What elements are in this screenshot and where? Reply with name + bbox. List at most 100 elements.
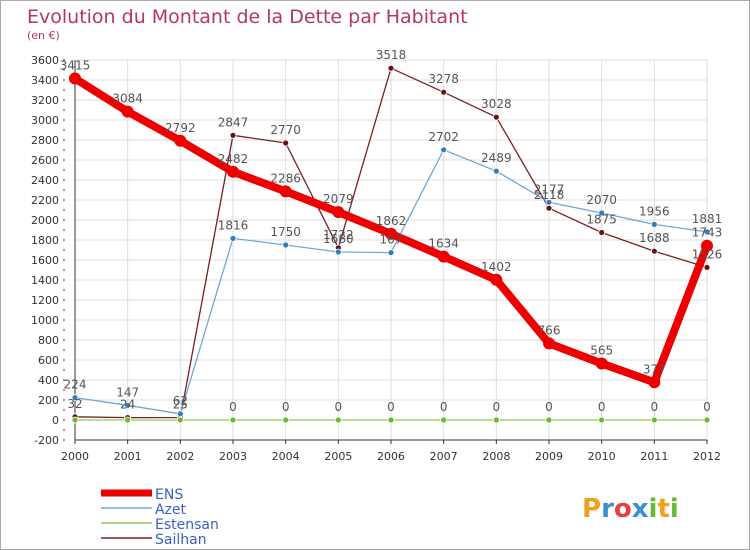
chart-title: Evolution du Montant de la Dette par Hab…	[27, 6, 468, 28]
data-label-sailhan: 3518	[376, 48, 407, 62]
point-sailhan	[229, 131, 237, 139]
point-estensan	[650, 416, 658, 424]
data-label-ens: 1862	[376, 214, 407, 228]
series-azet	[71, 146, 711, 418]
point-ens	[385, 227, 397, 240]
point-sailhan	[282, 139, 290, 147]
y-tick-label: 3600	[31, 54, 59, 67]
data-label-azet: 167	[380, 233, 403, 247]
data-label-azet: 1956	[639, 204, 670, 218]
point-ens	[279, 185, 292, 198]
point-ens	[69, 72, 81, 85]
point-ens	[543, 337, 555, 350]
series-layer	[69, 64, 713, 424]
point-ens	[490, 273, 503, 286]
point-ens	[227, 165, 239, 178]
legend-item-azet: Azet	[101, 502, 187, 518]
logo-letter: i	[670, 494, 679, 524]
logo-letter: P	[582, 494, 601, 524]
data-label-sailhan: 1526	[692, 247, 723, 261]
point-azet	[703, 228, 711, 236]
legend-item-sailhan: Sailhan	[101, 532, 207, 548]
point-estensan	[598, 416, 606, 424]
data-label-sailhan: 2847	[218, 115, 249, 129]
point-estensan	[229, 416, 237, 424]
data-label-ens: 766	[538, 323, 561, 337]
data-label-ens: 2079	[323, 192, 354, 206]
logo-letter: i	[649, 494, 658, 524]
point-azet	[598, 209, 606, 217]
x-tick-label: 2007	[430, 450, 458, 463]
data-label-azet: 1680	[323, 232, 354, 246]
y-tick-label: 0	[52, 414, 59, 427]
y-tick-label: 1400	[31, 274, 59, 287]
point-azet	[440, 146, 448, 154]
y-tick-label: -200	[34, 434, 59, 447]
logo-letter: t	[657, 494, 669, 524]
data-label-sailhan: 2770	[270, 123, 301, 137]
point-ens	[595, 357, 608, 370]
point-azet	[124, 401, 132, 409]
y-tick-label: 800	[38, 334, 59, 347]
logo-text: Proxiti	[582, 494, 679, 524]
data-label-sailhan: 3028	[481, 97, 512, 111]
point-ens	[437, 250, 450, 263]
data-label-sailhan: 1722	[323, 228, 354, 242]
data-label-estensan: 0	[387, 400, 395, 414]
point-estensan	[334, 416, 342, 424]
point-azet	[176, 410, 184, 418]
y-tick-label: 3000	[31, 114, 59, 127]
point-estensan	[71, 416, 79, 424]
y-tick-label: 400	[38, 374, 59, 387]
point-estensan	[282, 416, 290, 424]
point-ens	[701, 239, 713, 252]
legend-label: Estensan	[155, 517, 219, 533]
x-tick-label: 2010	[588, 450, 616, 463]
data-label-sailhan: 1875	[586, 213, 617, 227]
x-tick-label: 2011	[640, 450, 668, 463]
point-azet	[229, 234, 237, 242]
x-tick-label: 2003	[219, 450, 247, 463]
data-label-sailhan: 1688	[639, 231, 670, 245]
data-label-estensan: 0	[545, 400, 553, 414]
point-azet	[545, 198, 553, 206]
point-azet	[650, 220, 658, 228]
data-label-ens: 1402	[481, 260, 512, 274]
data-label-estensan: 0	[493, 400, 501, 414]
point-sailhan	[545, 204, 553, 212]
x-tick-label: 2005	[324, 450, 352, 463]
y-tick-label: 3200	[31, 94, 59, 107]
data-label-sailhan: 25	[173, 398, 188, 412]
point-azet	[492, 167, 500, 175]
data-label-azet: 2489	[481, 151, 512, 165]
point-ens	[174, 134, 187, 147]
data-label-ens: 2482	[218, 152, 249, 166]
data-label-azet: 1816	[218, 218, 249, 232]
y-tick-label: 1800	[31, 234, 59, 247]
y-tick-label: 2400	[31, 174, 59, 187]
series-estensan	[71, 416, 711, 424]
point-estensan	[440, 416, 448, 424]
y-tick-label: 2200	[31, 194, 59, 207]
legend-item-ens: ENS	[101, 487, 183, 503]
point-azet	[282, 241, 290, 249]
point-sailhan	[387, 64, 395, 72]
y-tick-label: 2600	[31, 154, 59, 167]
label-layer: 32 24 25 2847 2770 1722 3518 3278 3028 2118 1875 16…	[60, 48, 723, 414]
data-label-ens: 1634	[428, 237, 459, 251]
point-estensan	[176, 416, 184, 424]
data-label-ens: 3084	[112, 92, 143, 106]
point-sailhan	[703, 263, 711, 271]
data-label-estensan: 0	[229, 400, 237, 414]
data-label-sailhan: 3278	[428, 72, 459, 86]
data-label-ens: 3415	[60, 59, 91, 73]
y-tick-label: 1600	[31, 254, 59, 267]
point-sailhan	[492, 113, 500, 121]
point-ens	[648, 376, 661, 389]
data-label-azet: 224	[64, 378, 87, 392]
point-estensan	[545, 416, 553, 424]
data-label-azet: 62	[173, 394, 188, 408]
data-label-estensan: 0	[651, 400, 659, 414]
